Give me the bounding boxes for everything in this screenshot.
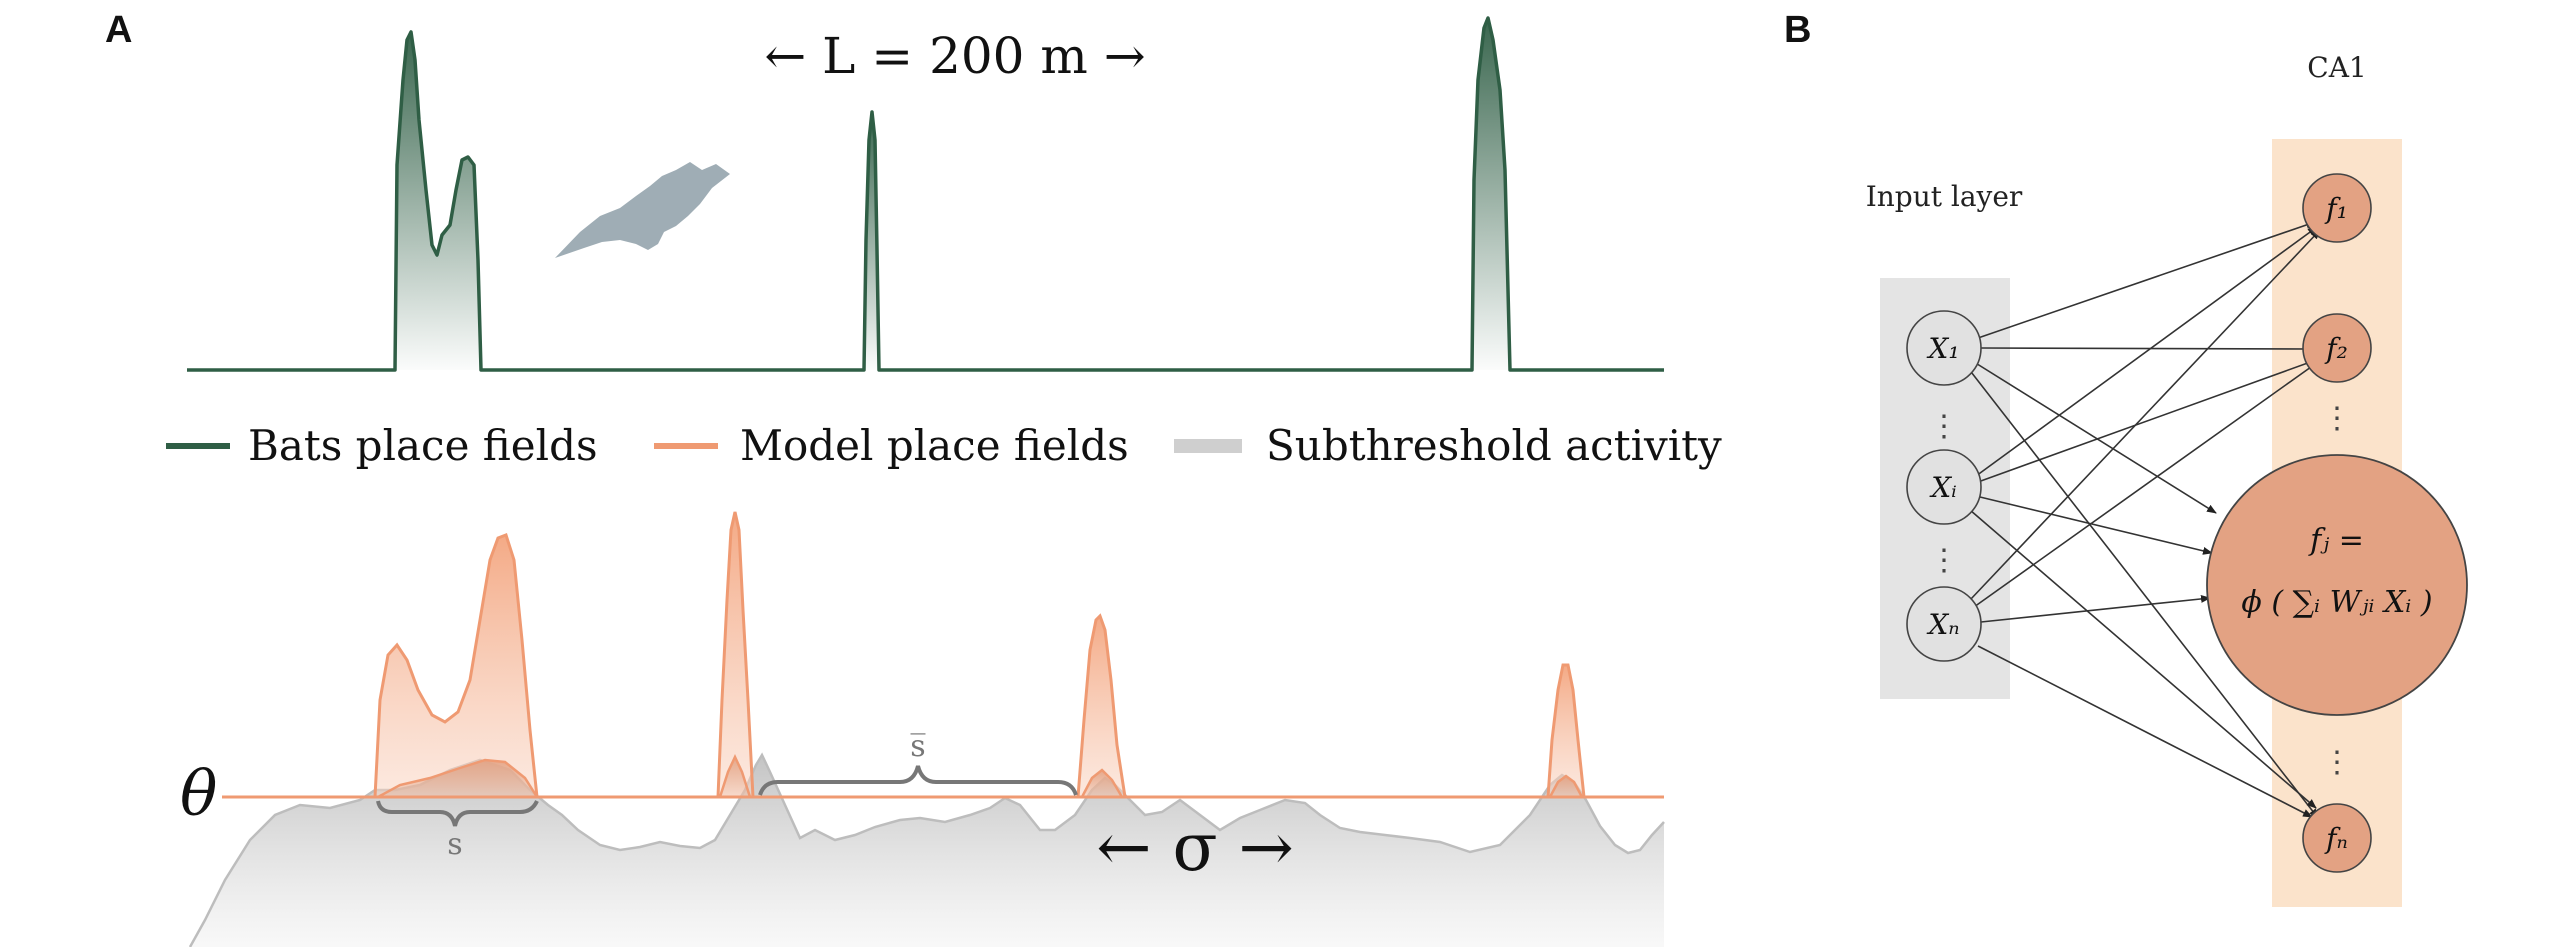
panel-a: A ← L = 200 m → Bats place fields Model … [105,9,1722,947]
brace-s-bar [758,765,1078,796]
input-node-i-label: Xᵢ [1929,471,1957,504]
legend-label-model: Model place fields [740,421,1129,470]
track-length-label: ← L = 200 m → [764,27,1145,85]
output-node-2 [2302,313,2372,383]
edge-x1-fn [1967,367,2319,819]
input-layer-label: Input layer [1866,180,2023,213]
legend-label-subthreshold: Subthreshold activity [1266,421,1722,470]
legend-label-bats: Bats place fields [248,421,598,470]
model-field-4 [1546,663,1586,799]
output-node-j-line1: fⱼ = [2308,523,2364,558]
output-node-2-label: f₂ [2324,332,2348,365]
output-ellipsis-1: ⋮ [2322,401,2352,436]
input-node-1-label: X₁ [1926,332,1959,365]
edge-xi-fn [1969,509,2317,809]
bat-activity-line [187,16,1664,372]
output-node-j-line2: ϕ ( ∑ᵢ Wⱼᵢ Xᵢ ) [2241,585,2432,620]
edge-xi-fj [1979,496,2213,555]
edge-xi-f1 [1975,226,2318,477]
panel-b: B CA1 Input layer X₁ ⋮ Xᵢ ⋮ Xₙ [1784,9,2468,907]
output-node-n [2302,803,2372,873]
edge-xn-fj [1980,594,2211,623]
brace-s-label: s [447,827,462,862]
brace-s [376,800,539,827]
edge-xn-fn [1977,645,2313,818]
output-ellipsis-2: ⋮ [2322,745,2352,780]
legend: Bats place fields Model place fields Sub… [166,421,1722,470]
input-node-n-label: Xₙ [1926,608,1959,641]
panel-a-label: A [105,9,132,51]
edge-x1-f2 [1980,344,2315,353]
bat-icon [555,162,730,258]
model-place-fields [373,511,1586,799]
input-ellipsis-1: ⋮ [1929,409,1959,444]
model-bump-1 [377,758,540,799]
edge-xn-f1 [1969,229,2321,601]
bat-field-1 [395,32,481,370]
brace-s-bar-label: s̅ [910,729,925,764]
input-node-i [1906,449,1982,525]
input-node-n [1906,586,1982,662]
output-node-n-label: fₙ [2324,822,2348,855]
sigma-label: ← σ → [1096,809,1294,886]
output-node-j [2206,454,2468,716]
edge-x1-f1 [1977,221,2316,339]
subthreshold-area [190,755,1664,947]
model-field-2 [716,511,755,799]
model-field-3 [1076,613,1127,799]
output-node-1 [2302,173,2372,243]
edge-x1-fj [1973,361,2217,514]
panel-b-label: B [1784,9,1811,51]
ca1-label: CA1 [2307,51,2366,84]
output-node-1-label: f₁ [2324,192,2348,225]
bat-place-fields [187,16,1664,372]
connections [1967,221,2321,819]
theta-label: θ [180,757,217,830]
input-ellipsis-2: ⋮ [1929,543,1959,578]
input-node-1 [1906,310,1982,386]
edge-xi-f2 [1977,359,2317,483]
model-field-1 [373,533,539,799]
edge-xn-f2 [1973,361,2319,608]
